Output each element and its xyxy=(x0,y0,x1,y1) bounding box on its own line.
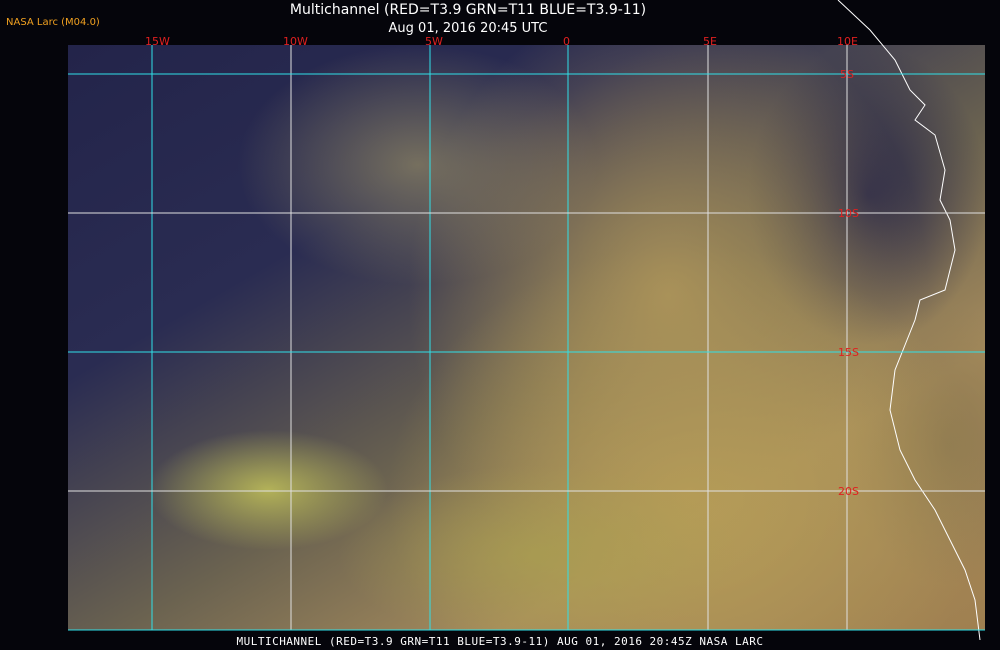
footer-caption: MULTICHANNEL (RED=T3.9 GRN=T11 BLUE=T3.9… xyxy=(236,635,764,648)
lat-label-20s: 20S xyxy=(838,485,859,498)
lon-label-15w: 15W xyxy=(145,35,170,48)
version-tag: NASA Larc (M04.0) xyxy=(6,17,100,28)
image-title: Multichannel (RED=T3.9 GRN=T11 BLUE=T3.9… xyxy=(289,2,647,18)
lon-label-10e: 10E xyxy=(837,35,858,48)
lon-label-5e: 5E xyxy=(703,35,717,48)
lat-label-15s: 15S xyxy=(838,346,859,359)
satellite-imagery xyxy=(68,45,985,630)
lon-label-10w: 10W xyxy=(283,35,308,48)
lon-label-5w: 5W xyxy=(425,35,443,48)
lat-label-5s: 5S xyxy=(840,68,854,81)
coastline xyxy=(837,0,981,641)
lat-label-10s: 10S xyxy=(838,207,859,220)
lon-label-0: 0 xyxy=(563,35,570,48)
image-datetime: Aug 01, 2016 20:45 UTC xyxy=(388,21,548,36)
